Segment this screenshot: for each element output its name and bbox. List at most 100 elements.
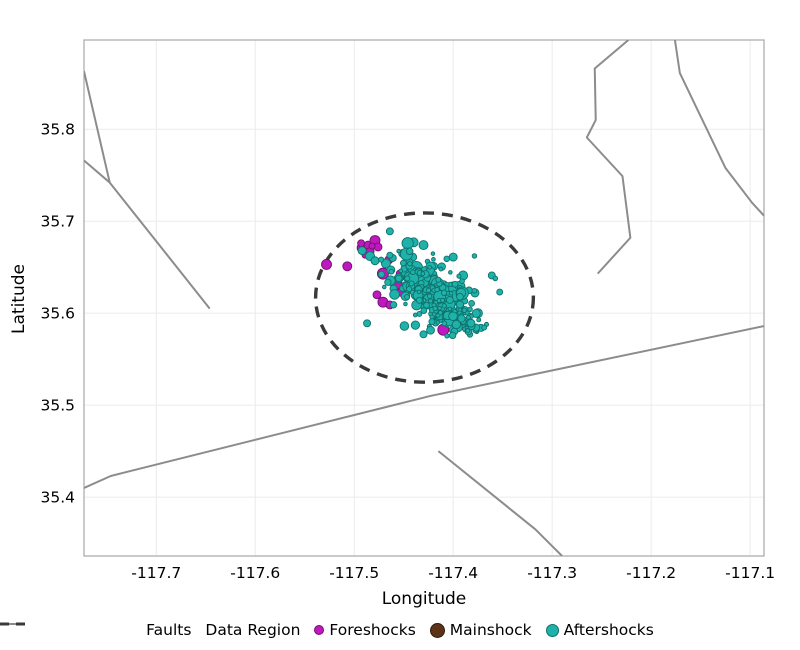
aftershock-point [448, 291, 454, 296]
aftershock-point [447, 306, 453, 312]
aftershock-point [408, 280, 415, 287]
aftershock-point [427, 265, 432, 270]
aftershock-point [448, 311, 458, 322]
aftershock-point [377, 270, 386, 278]
aftershock-point [415, 296, 423, 304]
y-axis-title: Latitude [9, 264, 29, 334]
foreshock-dot-icon [314, 625, 325, 635]
aftershock-point [432, 271, 438, 276]
aftershock-point [428, 298, 434, 304]
y-tick-label: 35.5 [40, 397, 75, 415]
aftershock-point [448, 252, 458, 262]
legend-label-data-region: Data Region [205, 621, 301, 639]
legend-item-data-region: Data Region [0, 621, 301, 639]
aftershock-point [389, 289, 400, 300]
legend-label-aftershocks: Aftershocks [563, 621, 654, 639]
aftershock-point [448, 331, 457, 340]
mainshock-dot-icon [429, 622, 445, 638]
aftershock-point [444, 333, 450, 339]
aftershock-point [426, 325, 435, 335]
aftershock-point [370, 256, 380, 266]
x-axis-title: Longitude [381, 589, 467, 609]
aftershock-point [435, 276, 442, 283]
aftershock-point [403, 301, 408, 307]
data-region-dash-icon [0, 622, 28, 626]
aftershock-dot-icon [545, 623, 559, 637]
aftershock-point [437, 310, 444, 316]
data-region-ellipse [313, 211, 536, 384]
aftershock-point [471, 253, 478, 259]
aftershock-point [451, 319, 461, 330]
foreshock-point [321, 258, 332, 270]
legend-item-foreshocks: Foreshocks [314, 621, 416, 639]
fault-line [84, 325, 764, 489]
aftershock-point [441, 303, 447, 309]
legend: Faults Data Region Foreshocks Mainshock … [0, 621, 800, 639]
aftershock-point [468, 300, 475, 307]
y-tick-label: 35.8 [40, 121, 75, 139]
aftershock-point [496, 288, 504, 296]
aftershock-point [456, 273, 462, 279]
x-tick-label: -117.5 [329, 564, 379, 582]
aftershock-point [476, 317, 482, 323]
aftershock-point [416, 289, 422, 295]
aftershock-point [388, 268, 395, 275]
x-tick-label: -117.6 [230, 564, 280, 582]
aftershock-point [441, 320, 448, 327]
fault-line [437, 450, 563, 556]
aftershock-point [465, 315, 471, 320]
fault-line [84, 159, 211, 310]
aftershock-point [467, 306, 473, 313]
aftershock-point [431, 257, 436, 262]
aftershock-point [440, 289, 448, 296]
x-tick-label: -117.3 [527, 564, 577, 582]
aftershock-point [456, 292, 464, 301]
aftershock-point [461, 307, 468, 313]
aftershock-point [389, 301, 398, 309]
aftershock-point [396, 248, 401, 254]
aftershock-point [405, 247, 414, 256]
aftershock-point [419, 330, 428, 339]
aftershock-point [492, 275, 499, 282]
legend-label-mainshock: Mainshock [449, 621, 532, 639]
legend-item-faults: Faults [0, 621, 192, 639]
aftershock-point [440, 297, 446, 303]
aftershock-point [426, 293, 433, 299]
aftershock-point [471, 308, 481, 318]
aftershock-point [423, 301, 430, 309]
legend-label-faults: Faults [146, 621, 192, 639]
aftershock-point [481, 324, 488, 331]
aftershock-point [384, 278, 392, 286]
aftershock-point [386, 251, 394, 259]
aftershock-point [434, 286, 440, 293]
aftershock-point [378, 256, 385, 263]
aftershock-point [363, 319, 372, 328]
aftershock-point [432, 305, 438, 312]
aftershock-point [438, 266, 444, 272]
foreshock-point [342, 261, 353, 272]
legend-label-foreshocks: Foreshocks [329, 621, 416, 639]
aftershock-point [465, 328, 471, 334]
tick-labels: -117.7 -117.6 -117.5 -117.4 -117.3 -117.2 -117… [40, 121, 775, 582]
aftershock-point [420, 307, 428, 314]
aftershock-point [445, 296, 454, 304]
aftershock-point [395, 274, 403, 283]
x-tick-label: -117.1 [725, 564, 775, 582]
aftershock-point [466, 318, 476, 328]
aftershock-point [399, 321, 410, 331]
aftershock-point [459, 278, 465, 284]
x-tick-label: -117.4 [428, 564, 478, 582]
plot-frame [83, 39, 765, 557]
aftershock-point [457, 314, 466, 323]
aftershock-point [412, 312, 418, 318]
foreshock-point [372, 290, 382, 300]
aftershock-point [430, 251, 436, 256]
y-tick-label: 35.6 [40, 305, 75, 323]
x-tick-label: -117.2 [626, 564, 676, 582]
fault-line [84, 71, 111, 183]
aftershock-point [451, 280, 459, 288]
foreshock-point [357, 239, 366, 248]
faults-layer [84, 40, 764, 556]
legend-item-mainshock: Mainshock [429, 621, 532, 639]
